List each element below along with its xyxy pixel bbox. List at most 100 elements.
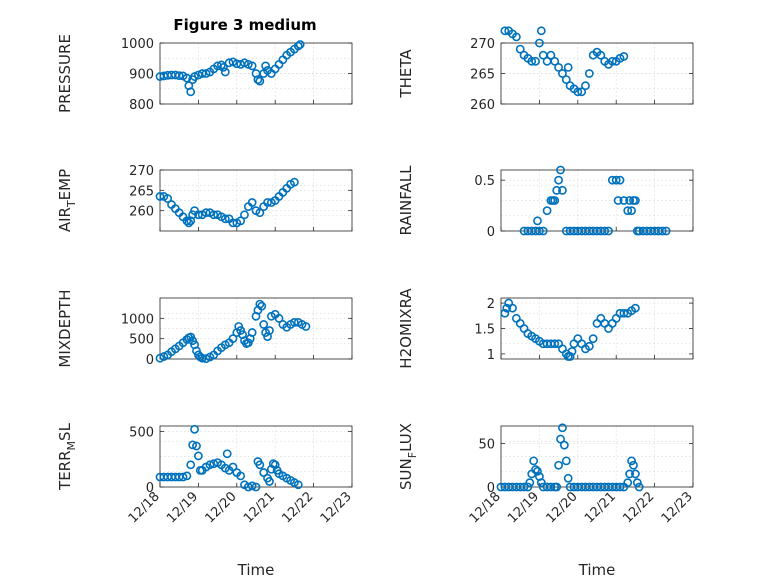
data-point: [596, 50, 606, 60]
data-point: [619, 52, 629, 61]
data-point: [184, 218, 194, 228]
data-point: [257, 301, 267, 311]
data-point: [236, 471, 246, 481]
data-point: [289, 317, 299, 327]
data-point: [289, 177, 299, 187]
data-point: [558, 185, 567, 195]
data-point: [228, 218, 238, 228]
y-tick-label: 50: [478, 437, 495, 452]
data-point: [546, 482, 556, 492]
y-tick-label: 800: [129, 98, 154, 113]
data-point: [631, 303, 640, 313]
data-point: [193, 210, 203, 220]
data-point: [188, 210, 198, 220]
x-tick-label: 12/18: [126, 489, 163, 526]
data-point: [535, 38, 544, 48]
data-point: [546, 50, 556, 60]
y-tick-label: 500: [129, 333, 154, 348]
data-point: [523, 482, 533, 492]
data-point: [533, 466, 542, 476]
data-point: [552, 482, 562, 492]
y-axis-label: TERRMSL: [56, 422, 78, 491]
data-point: [255, 299, 265, 309]
data-point: [502, 303, 512, 313]
data-point: [293, 480, 303, 490]
x-tick-label: 12/20: [203, 489, 240, 526]
data-point: [538, 226, 548, 236]
data-point: [163, 194, 173, 203]
data-point: [186, 460, 196, 470]
data-point: [632, 478, 642, 488]
data-point: [500, 26, 510, 36]
y-axis-label: AIRTEMP: [56, 169, 78, 232]
data-point: [259, 320, 269, 329]
data-point: [236, 326, 246, 335]
data-point: [192, 346, 201, 356]
data-point: [531, 465, 540, 474]
data-point: [220, 214, 230, 224]
y-tick-label: 260: [470, 98, 495, 113]
x-tick-label: 12/23: [659, 489, 696, 526]
data-point: [182, 216, 192, 226]
data-point: [607, 56, 617, 66]
y-axis-label: PRESSURE: [56, 34, 74, 113]
data-point: [263, 198, 272, 207]
y-tick-label: 1000: [121, 312, 154, 327]
data-point: [623, 478, 633, 488]
data-point: [255, 460, 265, 470]
panel-air_temp: 260 265 270 AIRTEMP: [56, 164, 353, 232]
data-point: [247, 198, 257, 207]
y-axis-label: H2OMIXRA: [397, 288, 415, 369]
axes-box: [159, 297, 353, 360]
data-point: [554, 63, 563, 72]
panel-rainfall: 0 0.5 RAINFALL: [397, 165, 694, 240]
data-point: [559, 440, 569, 450]
data-point: [188, 336, 198, 346]
data-point: [174, 71, 184, 81]
data-point: [205, 460, 215, 470]
y-tick-label: 0.5: [474, 174, 495, 189]
data-point: [561, 75, 571, 84]
panel-theta: 260 265 270 THETA: [397, 26, 694, 113]
data-point: [240, 210, 249, 220]
data-point: [533, 216, 542, 226]
data-point: [581, 81, 590, 91]
data-point: [190, 424, 199, 434]
data-point: [247, 61, 257, 71]
data-point: [265, 477, 274, 486]
data-point: [531, 56, 540, 66]
data-point: [542, 206, 552, 216]
y-axis-label: SUNFLUX: [397, 423, 419, 490]
data-point: [552, 185, 562, 195]
data-point: [270, 460, 280, 470]
data-point: [220, 67, 230, 77]
y-tick-label: 270: [470, 37, 495, 52]
data-point: [261, 61, 270, 71]
y-tick-label: 2: [487, 297, 495, 312]
y-axis-label: MIXDEPTH: [56, 289, 74, 367]
data-point: [565, 352, 575, 361]
data-point: [508, 303, 517, 313]
data-point: [556, 434, 565, 444]
data-point: [527, 56, 537, 66]
data-point: [535, 226, 544, 236]
y-tick-label: 265: [470, 68, 495, 83]
data-point: [201, 208, 211, 218]
data-point: [584, 69, 594, 78]
data-point: [561, 456, 571, 466]
data-point: [550, 56, 560, 66]
data-point: [550, 196, 560, 205]
data-point: [629, 460, 638, 470]
data-point: [558, 69, 567, 78]
x-tick-label: 12/22: [279, 489, 316, 526]
data-point: [274, 313, 284, 323]
y-tick-label: 0: [487, 225, 495, 240]
data-point: [515, 44, 525, 54]
data-point: [554, 175, 563, 185]
data-point: [627, 456, 636, 466]
data-point: [247, 481, 257, 491]
figure-title: Figure 3 medium: [173, 16, 316, 34]
data-point: [625, 469, 635, 479]
data-point: [519, 482, 529, 492]
data-point: [577, 87, 587, 97]
